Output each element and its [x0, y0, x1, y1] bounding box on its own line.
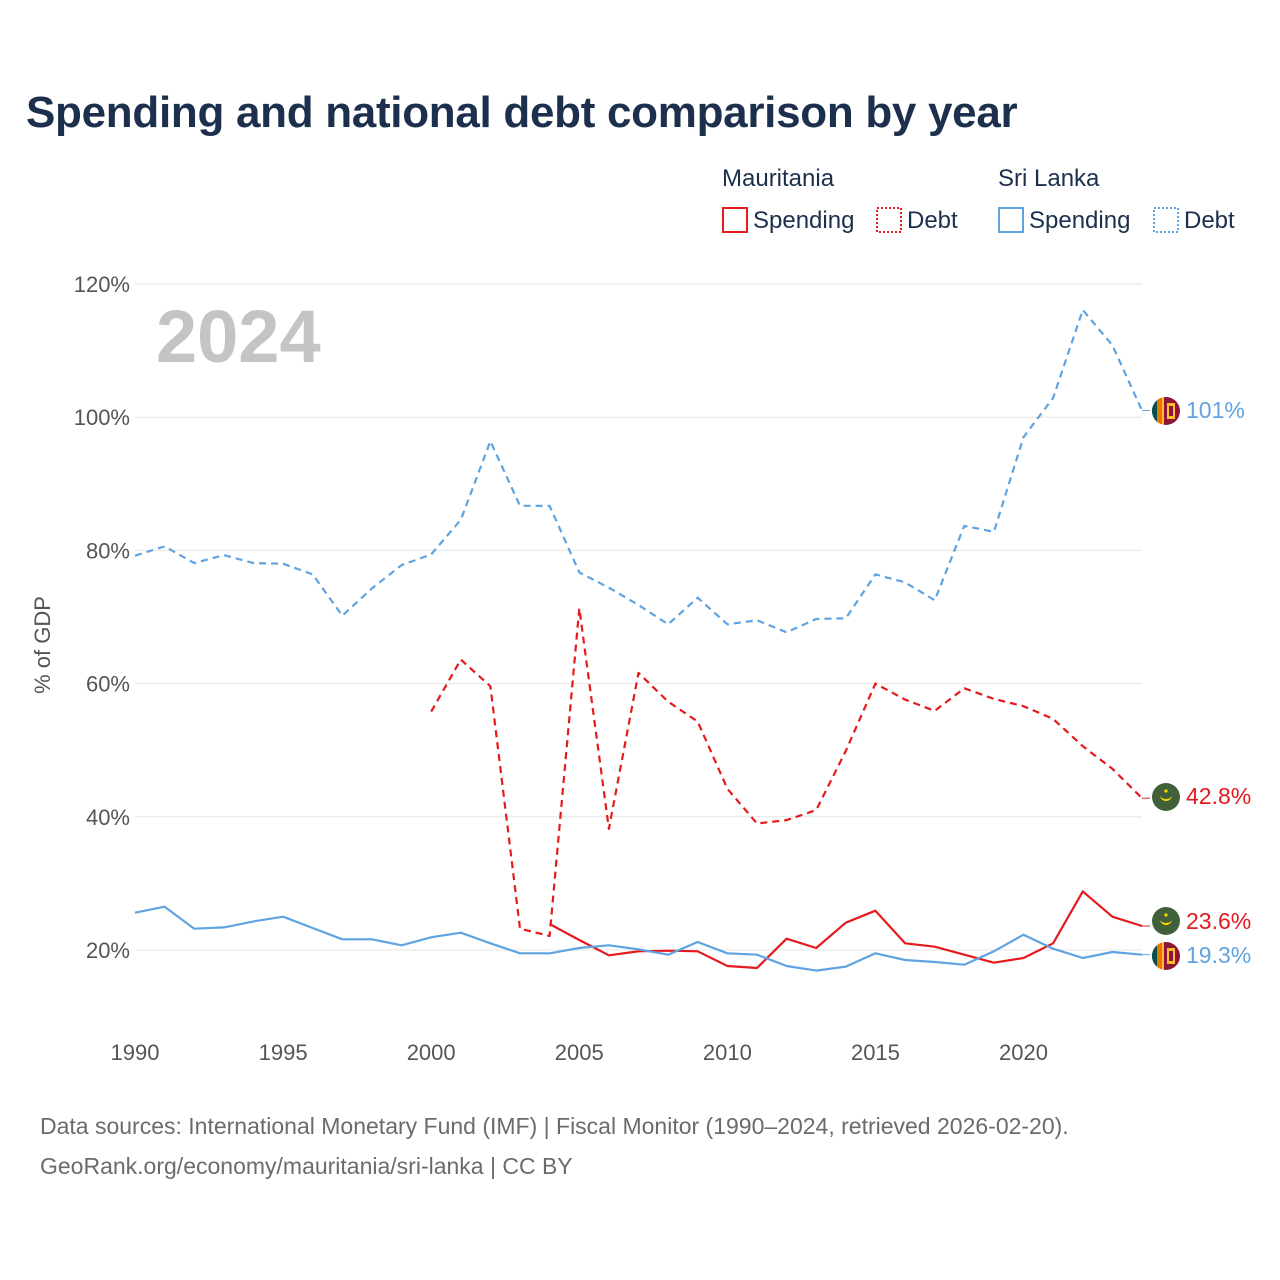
- year-watermark: 2024: [156, 295, 321, 378]
- series-line-sri-lanka-debt: [134, 308, 1144, 634]
- mauritania-flag-icon: [1152, 783, 1180, 811]
- sri-lanka-flag-icon: [1152, 942, 1180, 970]
- series-line-sri-lanka-spending: [134, 905, 1143, 972]
- source-line: Data sources: International Monetary Fun…: [40, 1113, 1069, 1139]
- series-line-mauritania-spending: [549, 890, 1143, 970]
- x-tick-label: 2010: [703, 1040, 752, 1065]
- x-tick-label: 2020: [999, 1040, 1048, 1065]
- x-tick-label: 1995: [259, 1040, 308, 1065]
- legend-label-sri-lanka-spending: Spending: [1029, 207, 1130, 234]
- y-tick-label: 20%: [86, 938, 130, 963]
- series-lines: [134, 308, 1150, 972]
- legend-label-mauritania-debt: Debt: [907, 207, 958, 234]
- y-tick-label: 120%: [74, 272, 130, 297]
- y-axis-ticks: 20% 40% 60% 80% 100% 120%: [74, 272, 130, 963]
- legend-group-label-mauritania: Mauritania: [722, 165, 835, 192]
- end-label-sri-lanka-spending: 19.3%: [1186, 942, 1251, 968]
- y-tick-label: 40%: [86, 805, 130, 830]
- source-note: Data sources: International Monetary Fun…: [40, 1106, 1069, 1186]
- chart-title: Spending and national debt comparison by…: [26, 88, 1018, 137]
- legend-group-label-sri-lanka: Sri Lanka: [998, 165, 1100, 192]
- end-label-mauritania-debt: 42.8%: [1186, 783, 1251, 809]
- legend-swatch-mauritania-spending: [722, 207, 748, 233]
- y-tick-label: 80%: [86, 538, 130, 563]
- end-label-sri-lanka-debt: 101%: [1186, 397, 1245, 423]
- sri-lanka-flag-icon: [1152, 397, 1180, 425]
- y-tick-label: 60%: [86, 672, 130, 697]
- x-tick-label: 2005: [555, 1040, 604, 1065]
- legend-swatch-mauritania-debt: [876, 207, 902, 233]
- mauritania-flag-icon: [1152, 907, 1180, 935]
- series-line-mauritania-debt: [430, 607, 1143, 938]
- source-url-line: GeoRank.org/economy/mauritania/sri-lanka…: [40, 1153, 573, 1179]
- x-tick-label: 2015: [851, 1040, 900, 1065]
- legend-swatch-sri-lanka-debt: [1153, 207, 1179, 233]
- y-tick-label: 100%: [74, 405, 130, 430]
- x-tick-label: 2000: [407, 1040, 456, 1065]
- x-tick-label: 1990: [111, 1040, 160, 1065]
- legend-swatch-sri-lanka-spending: [998, 207, 1024, 233]
- gridlines: [135, 283, 1142, 951]
- legend-label-mauritania-spending: Spending: [753, 207, 854, 234]
- x-axis-ticks: 1990 1995 2000 2005 2010 2015 2020: [111, 1040, 1048, 1065]
- y-axis-label: % of GDP: [30, 596, 55, 694]
- legend: Mauritania Spending Debt Sri Lanka Spend…: [722, 165, 1235, 234]
- legend-label-sri-lanka-debt: Debt: [1184, 207, 1235, 234]
- end-label-mauritania-spending: 23.6%: [1186, 908, 1251, 934]
